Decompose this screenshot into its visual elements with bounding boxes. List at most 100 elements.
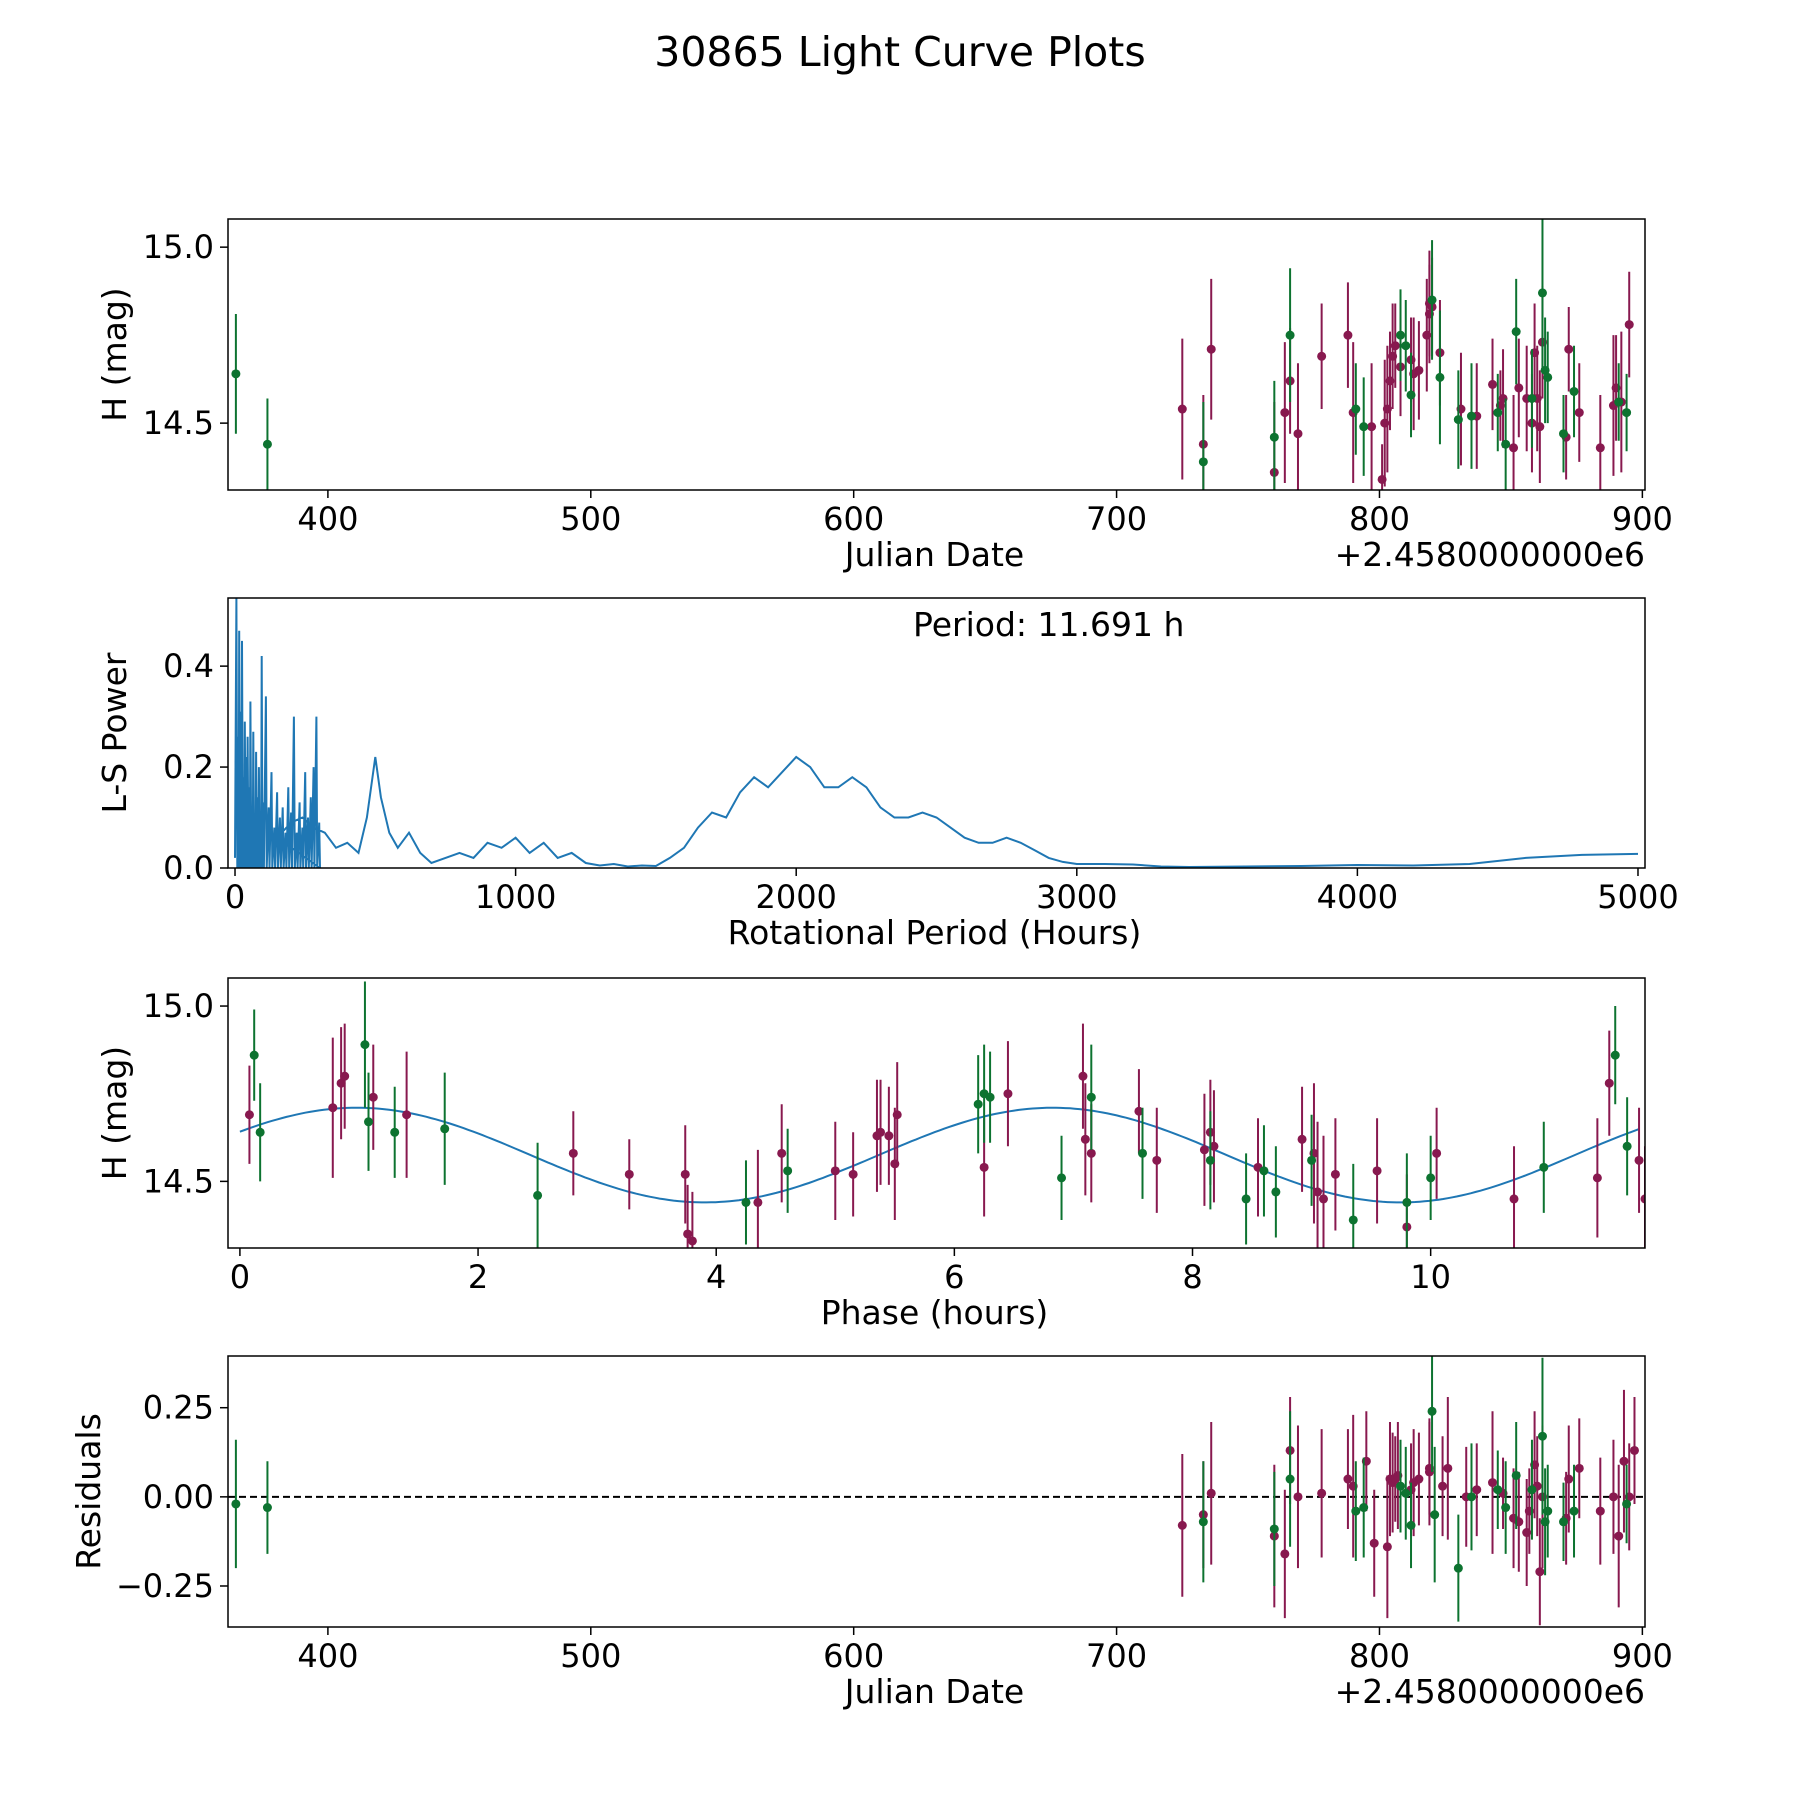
data-point <box>1501 439 1511 449</box>
data-point <box>1293 1492 1303 1502</box>
data-point <box>1367 422 1377 432</box>
data-point <box>1359 422 1369 432</box>
x-tick-label: 400 <box>297 1637 358 1675</box>
y-tick-label: 14.5 <box>143 1162 214 1200</box>
data-point <box>1317 1488 1327 1498</box>
data-point <box>368 1092 378 1102</box>
data-point <box>1619 1456 1629 1466</box>
data-point <box>1259 1166 1269 1176</box>
y-tick-label: 14.5 <box>143 404 214 442</box>
x-tick-label: 800 <box>1349 1637 1410 1675</box>
data-point <box>1205 1155 1215 1165</box>
data-point <box>830 1166 840 1176</box>
data-point <box>1595 1506 1605 1516</box>
data-point <box>1472 1485 1482 1495</box>
data-point <box>1629 1445 1639 1455</box>
data-point <box>1622 1141 1632 1151</box>
y-tick-label: 0.4 <box>163 647 214 685</box>
y-tick-label: 15.0 <box>143 987 214 1025</box>
data-point <box>1608 1492 1618 1502</box>
data-point <box>1206 344 1216 354</box>
data-point <box>360 1040 370 1050</box>
y-tick-label: 15.0 <box>143 228 214 266</box>
data-point <box>1351 1506 1361 1516</box>
data-point <box>979 1162 989 1172</box>
x-tick-label: 500 <box>560 500 621 538</box>
data-point <box>1543 1506 1553 1516</box>
data-point <box>1414 365 1424 375</box>
data-point <box>336 1078 346 1088</box>
data-point <box>1559 1517 1569 1527</box>
data-point <box>1317 351 1327 361</box>
data-point <box>1488 1478 1498 1488</box>
axes-frame <box>227 597 1646 869</box>
data-point <box>1401 1488 1411 1498</box>
data-point <box>1343 330 1353 340</box>
data-point <box>1569 386 1579 396</box>
data-point <box>1138 1148 1148 1158</box>
series-filter_b <box>231 1356 1632 1622</box>
x-axis-label: Phase (hours) <box>821 1293 1049 1332</box>
y-axis-label: L-S Power <box>95 652 134 813</box>
data-point <box>1285 1474 1295 1484</box>
data-point <box>1634 1155 1644 1165</box>
data-point <box>568 1148 578 1158</box>
data-point <box>1406 1520 1416 1530</box>
data-point <box>231 1499 241 1509</box>
data-point <box>1427 1406 1437 1416</box>
y-axis-label: Residuals <box>69 1413 108 1570</box>
data-point <box>1293 429 1303 439</box>
panel-phased: 0 2 4 6 8 10 14.5 15.0 Phase (hours) H (mag) <box>95 977 1646 1332</box>
x-axis-label: Rotational Period (Hours) <box>728 913 1142 952</box>
data-point <box>1426 1173 1436 1183</box>
data-point <box>1430 1510 1440 1520</box>
data-point <box>1432 1148 1442 1158</box>
x-tick-label: 900 <box>1612 1637 1673 1675</box>
data-point <box>884 1131 894 1141</box>
data-point <box>1086 1092 1096 1102</box>
x-tick-label: 900 <box>1612 500 1673 538</box>
data-point <box>1574 408 1584 418</box>
data-point <box>1241 1194 1251 1204</box>
x-axis-label: Julian Date <box>843 535 1025 574</box>
data-point <box>1488 379 1498 389</box>
data-point <box>1307 1155 1317 1165</box>
axes-frame <box>227 977 1646 1249</box>
data-point <box>1614 1531 1624 1541</box>
data-point <box>1640 1194 1645 1204</box>
data-point <box>1313 1187 1323 1197</box>
data-point <box>1209 1141 1219 1151</box>
data-point <box>680 1169 690 1179</box>
data-point <box>1622 408 1632 418</box>
data-point <box>1343 1474 1353 1484</box>
plot-area <box>234 598 1639 868</box>
x-offset-label: +2.4580000000e6 <box>1335 535 1645 574</box>
data-point <box>1543 372 1553 382</box>
data-point <box>1509 443 1519 453</box>
data-point <box>1511 327 1521 337</box>
figure-title: 30865 Light Curve Plots <box>654 28 1145 76</box>
x-tick-label: 5000 <box>1597 878 1678 916</box>
data-point <box>1177 404 1187 414</box>
data-point <box>1351 404 1361 414</box>
data-point <box>1466 1492 1476 1502</box>
x-tick-label: 4000 <box>1317 878 1398 916</box>
y-tick-label: −0.25 <box>116 1567 214 1605</box>
data-point <box>1080 1134 1090 1144</box>
data-point <box>402 1110 412 1120</box>
data-point <box>1177 1520 1187 1530</box>
data-point <box>340 1071 350 1081</box>
panel-lightcurve: 400 500 600 700 800 900 14.5 15.0 Julian Date H (… <box>95 218 1673 574</box>
data-point <box>533 1190 543 1200</box>
y-tick-label: 0.00 <box>143 1478 214 1516</box>
data-point <box>1280 1549 1290 1559</box>
data-point <box>1535 1567 1545 1577</box>
data-point <box>1414 1474 1424 1484</box>
x-axis-label: Julian Date <box>843 1672 1025 1711</box>
data-point <box>390 1127 400 1137</box>
x-tick-label: 800 <box>1349 500 1410 538</box>
data-point <box>1438 1481 1448 1491</box>
data-point <box>1057 1173 1067 1183</box>
series-filter_b <box>249 981 1632 1248</box>
